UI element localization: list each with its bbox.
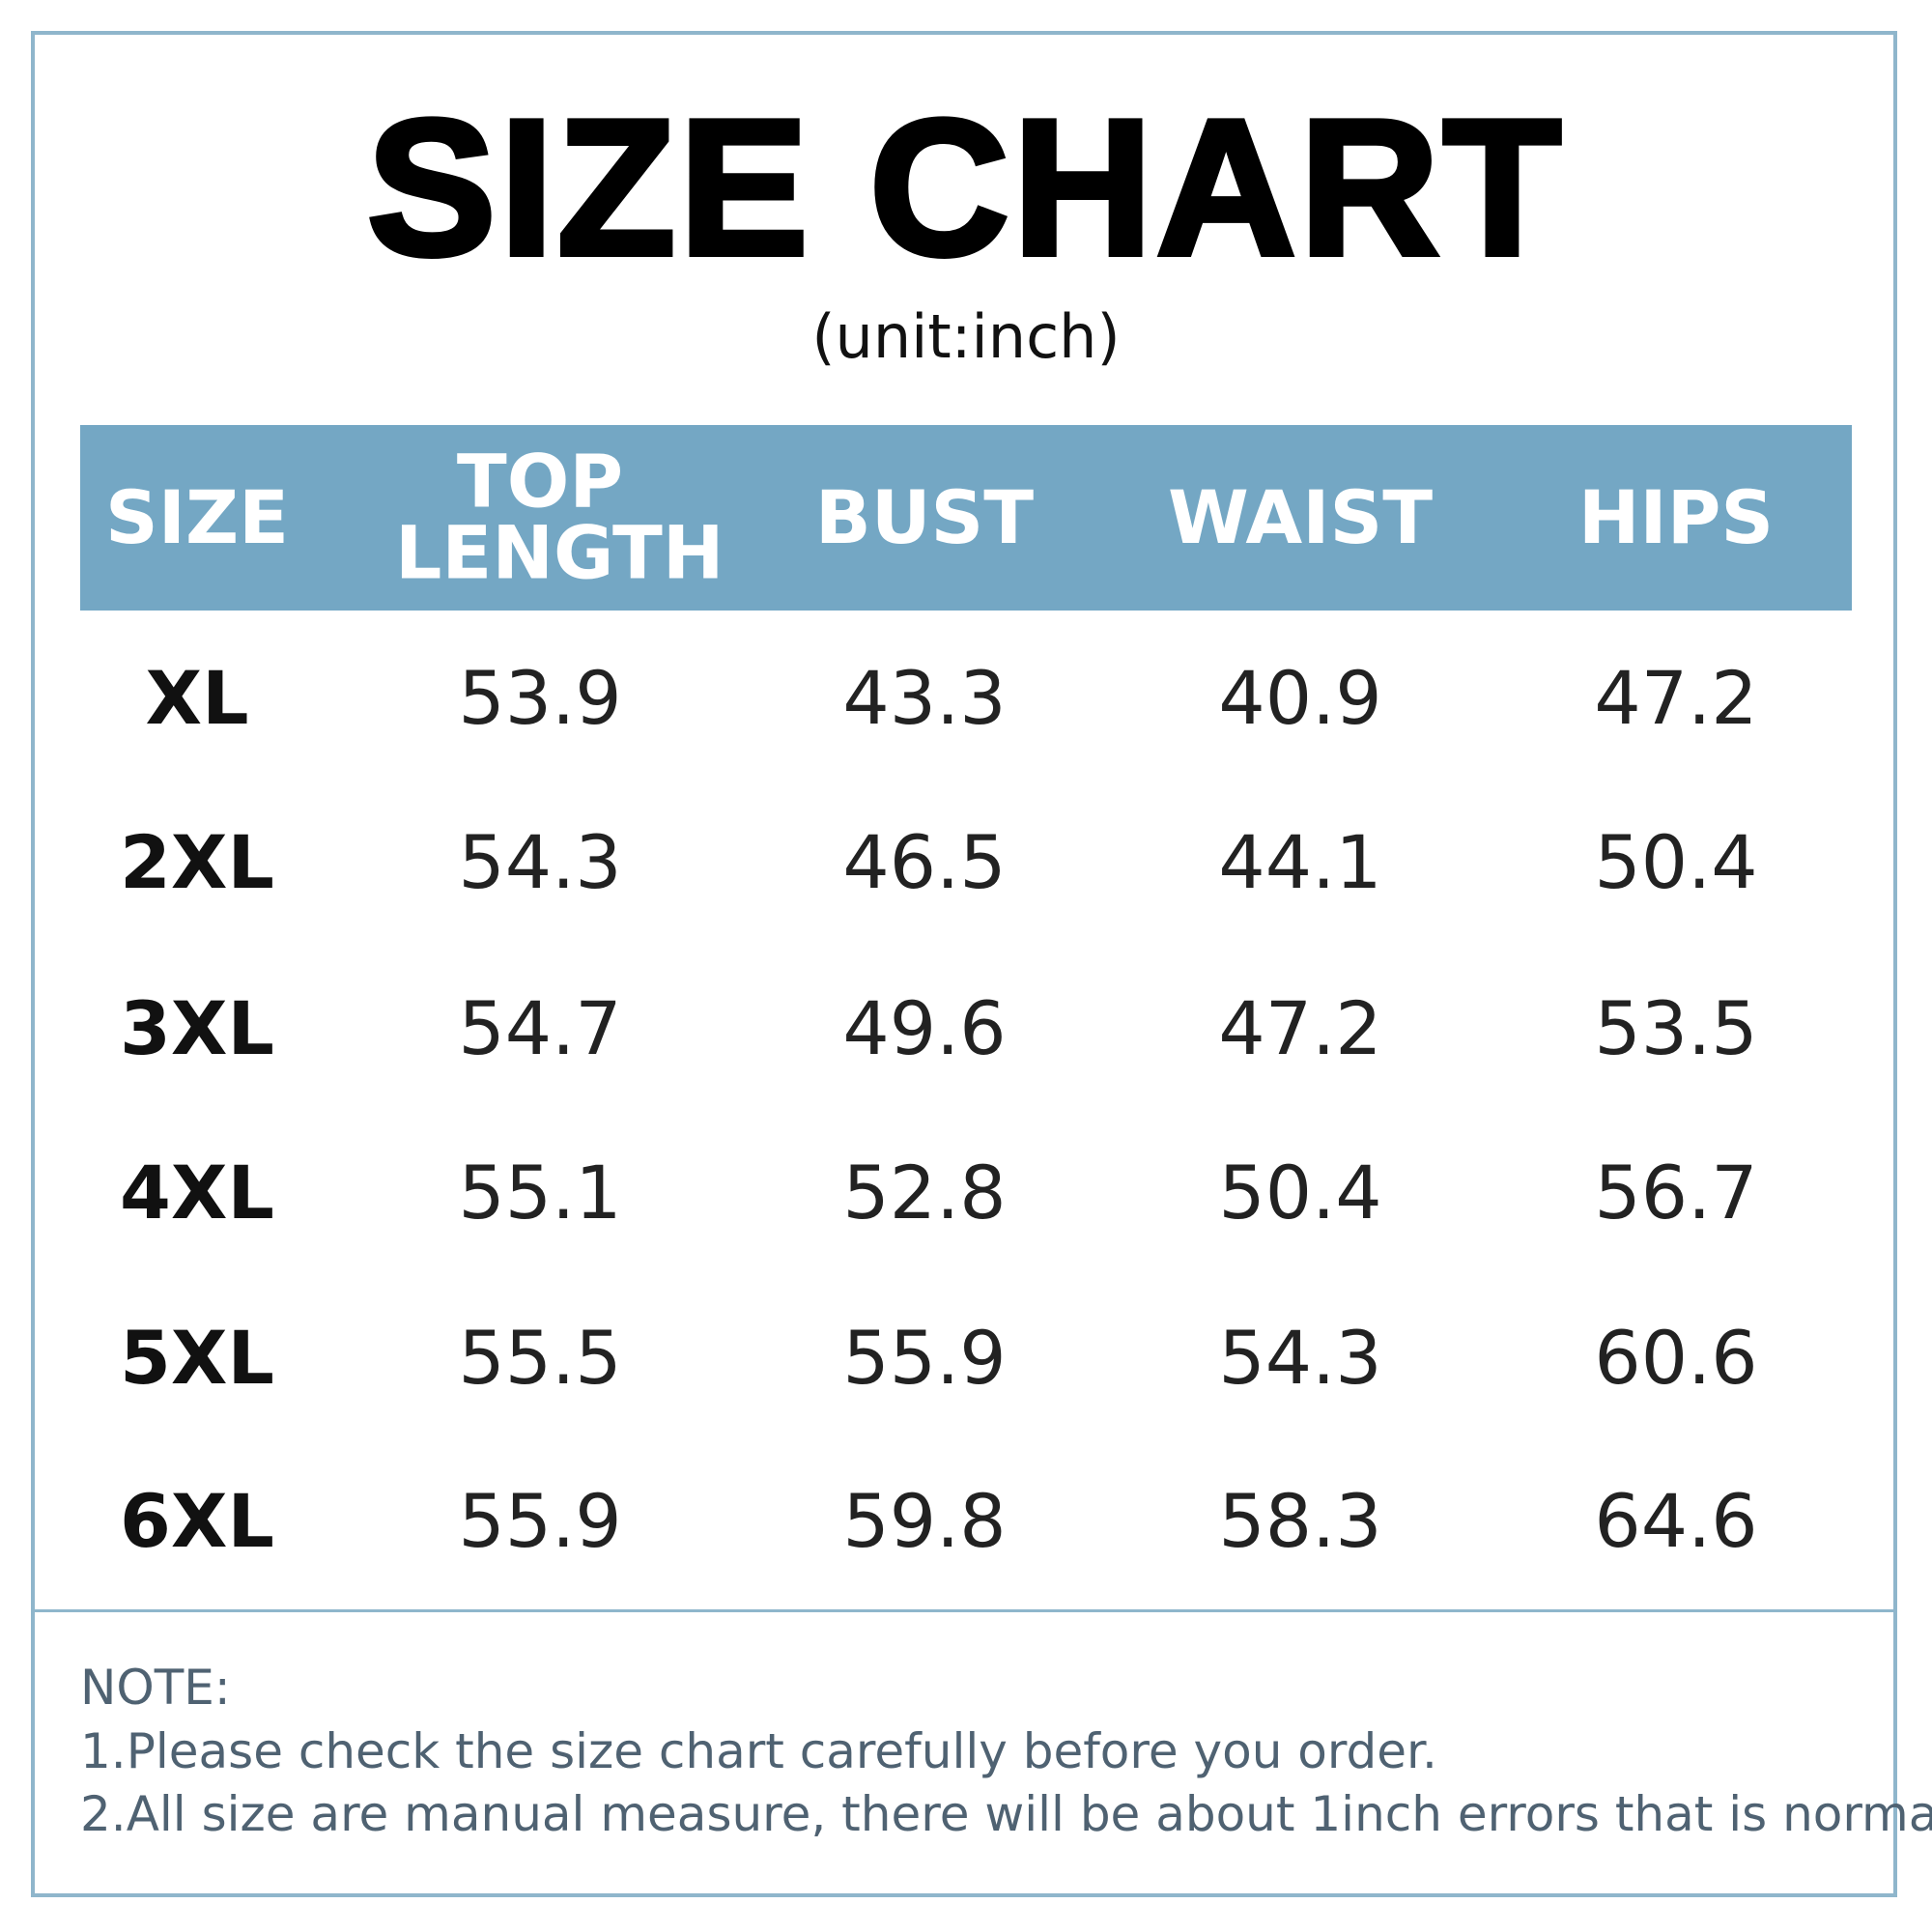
divider	[35, 1609, 1897, 1612]
size-label: 4XL	[120, 1150, 274, 1236]
subtitle: (unit:inch)	[811, 301, 1121, 372]
measurement: 55.1	[458, 1150, 622, 1236]
measurement: 54.3	[1218, 1315, 1382, 1401]
measurement: 56.7	[1594, 1150, 1758, 1236]
measurement: 58.3	[1218, 1478, 1382, 1564]
size-label: 2XL	[120, 819, 274, 905]
measurement: 50.4	[1594, 819, 1758, 905]
measurement: 43.3	[842, 655, 1007, 741]
frame	[31, 31, 1897, 1897]
measurement: 55.5	[458, 1315, 622, 1401]
column-header: HIPS	[1577, 473, 1775, 560]
measurement: 50.4	[1218, 1150, 1382, 1236]
size-label: 3XL	[120, 985, 274, 1071]
note-line: 2.All size are manual measure, there wil…	[80, 1786, 1932, 1842]
measurement: 54.3	[458, 819, 622, 905]
size-label: 6XL	[120, 1478, 274, 1564]
column-header: BUST	[814, 473, 1035, 560]
measurement: 54.7	[458, 985, 622, 1071]
column-header: SIZE	[104, 473, 290, 560]
measurement: 47.2	[1218, 985, 1382, 1071]
header-band	[80, 425, 1852, 611]
note-line: 1.Please check the size chart carefully …	[80, 1723, 1437, 1779]
measurement: 53.9	[458, 655, 622, 741]
measurement: 60.6	[1594, 1315, 1758, 1401]
column-header: TOP LENGTH	[395, 438, 724, 596]
size-label: 5XL	[120, 1315, 274, 1401]
measurement: 40.9	[1218, 655, 1382, 741]
note-line: NOTE:	[80, 1660, 231, 1716]
measurement: 46.5	[842, 819, 1007, 905]
measurement: 55.9	[458, 1478, 622, 1564]
title: SIZE CHART	[364, 80, 1565, 296]
measurement: 52.8	[842, 1150, 1007, 1236]
measurement: 49.6	[842, 985, 1007, 1071]
size-label: XL	[145, 655, 249, 741]
measurement: 59.8	[842, 1478, 1007, 1564]
measurement: 44.1	[1218, 819, 1382, 905]
measurement: 55.9	[842, 1315, 1007, 1401]
measurement: 53.5	[1594, 985, 1758, 1071]
measurement: 64.6	[1594, 1478, 1758, 1564]
column-header: WAIST	[1167, 473, 1434, 560]
measurement: 47.2	[1594, 655, 1758, 741]
